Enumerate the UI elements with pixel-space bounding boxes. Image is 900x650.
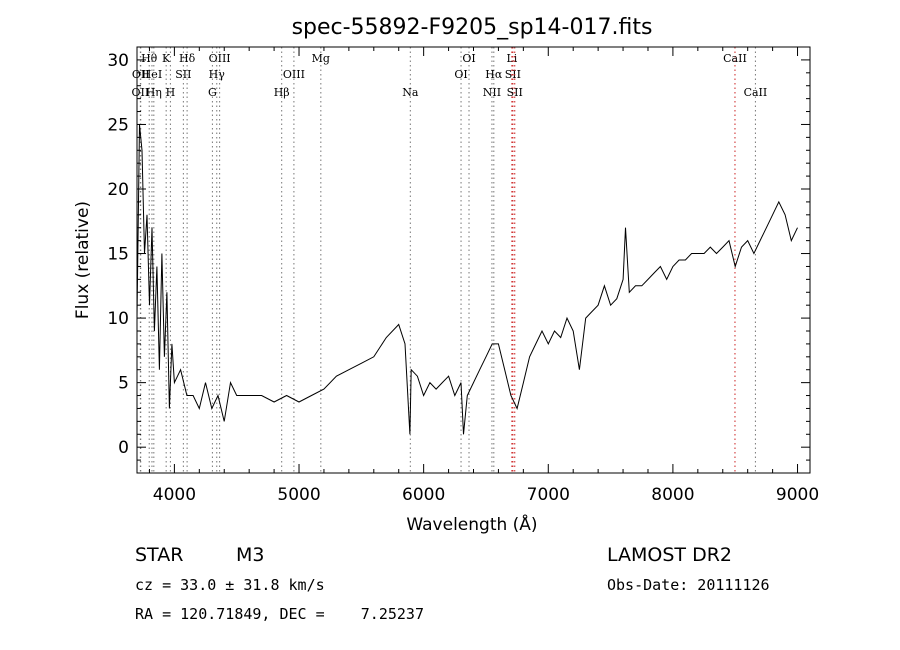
line-label-12: Hβ bbox=[274, 86, 290, 99]
y-axis-label: Flux (relative) bbox=[73, 201, 93, 319]
y-tick-label-5: 25 bbox=[107, 115, 129, 135]
line-label-20: Li bbox=[506, 52, 517, 65]
line-label-5: K bbox=[162, 52, 171, 65]
survey-name: LAMOST DR2 bbox=[607, 544, 732, 566]
line-label-10: Hγ bbox=[209, 68, 226, 81]
y-tick-label-1: 5 bbox=[118, 374, 129, 394]
line-label-19: Hα bbox=[485, 68, 503, 81]
redshift-readout: cz = 33.0 ± 31.8 km/s bbox=[135, 576, 325, 594]
x-tick-label-0: 4000 bbox=[153, 485, 196, 505]
line-label-17: OI bbox=[462, 52, 475, 65]
line-label-14: Mg bbox=[312, 52, 330, 65]
line-label-2: Hθ bbox=[141, 52, 158, 65]
object-subclass: M3 bbox=[236, 544, 264, 566]
plot-area: OIIOIIHθHeIHηKSIIHHδOIIIHγGHβOIIIMgNaOIO… bbox=[107, 46, 819, 505]
object-class: STAR bbox=[135, 544, 183, 566]
coordinates-readout: RA = 120.71849, DEC = 7.25237 bbox=[135, 605, 424, 623]
line-label-1: OII bbox=[132, 68, 150, 81]
y-tick-label-6: 30 bbox=[107, 51, 129, 71]
spectrum-series bbox=[136, 124, 798, 435]
observation-date: Obs-Date: 20111126 bbox=[607, 576, 770, 594]
line-label-24: CaII bbox=[744, 86, 768, 99]
x-tick-label-1: 5000 bbox=[277, 485, 320, 505]
line-label-11: G bbox=[208, 86, 217, 99]
line-label-8: Hδ bbox=[179, 52, 196, 65]
line-label-4: Hη bbox=[146, 86, 162, 99]
line-label-22: SII bbox=[507, 86, 523, 99]
x-tick-label-3: 7000 bbox=[527, 485, 570, 505]
line-label-21: SII bbox=[505, 68, 521, 81]
x-tick-label-5: 9000 bbox=[776, 485, 819, 505]
y-tick-label-0: 0 bbox=[118, 438, 129, 458]
line-label-7: H bbox=[166, 86, 176, 99]
y-tick-label-2: 10 bbox=[107, 309, 129, 329]
chart-title: spec-55892-F9205_sp14-017.fits bbox=[292, 15, 653, 40]
line-label-9: OIII bbox=[209, 52, 231, 65]
y-tick-label-4: 20 bbox=[107, 180, 129, 200]
line-label-13: OIII bbox=[283, 68, 305, 81]
line-label-18: NII bbox=[483, 86, 501, 99]
plot-frame bbox=[136, 46, 811, 474]
line-label-15: Na bbox=[402, 86, 419, 99]
x-tick-label-4: 8000 bbox=[651, 485, 694, 505]
line-label-3: HeI bbox=[142, 68, 162, 81]
line-label-6: SII bbox=[175, 68, 191, 81]
line-label-16: OI bbox=[454, 68, 467, 81]
x-tick-label-2: 6000 bbox=[402, 485, 445, 505]
x-axis-label: Wavelength (Å) bbox=[406, 513, 537, 535]
y-tick-label-3: 15 bbox=[107, 245, 129, 265]
line-label-23: CaII bbox=[723, 52, 747, 65]
